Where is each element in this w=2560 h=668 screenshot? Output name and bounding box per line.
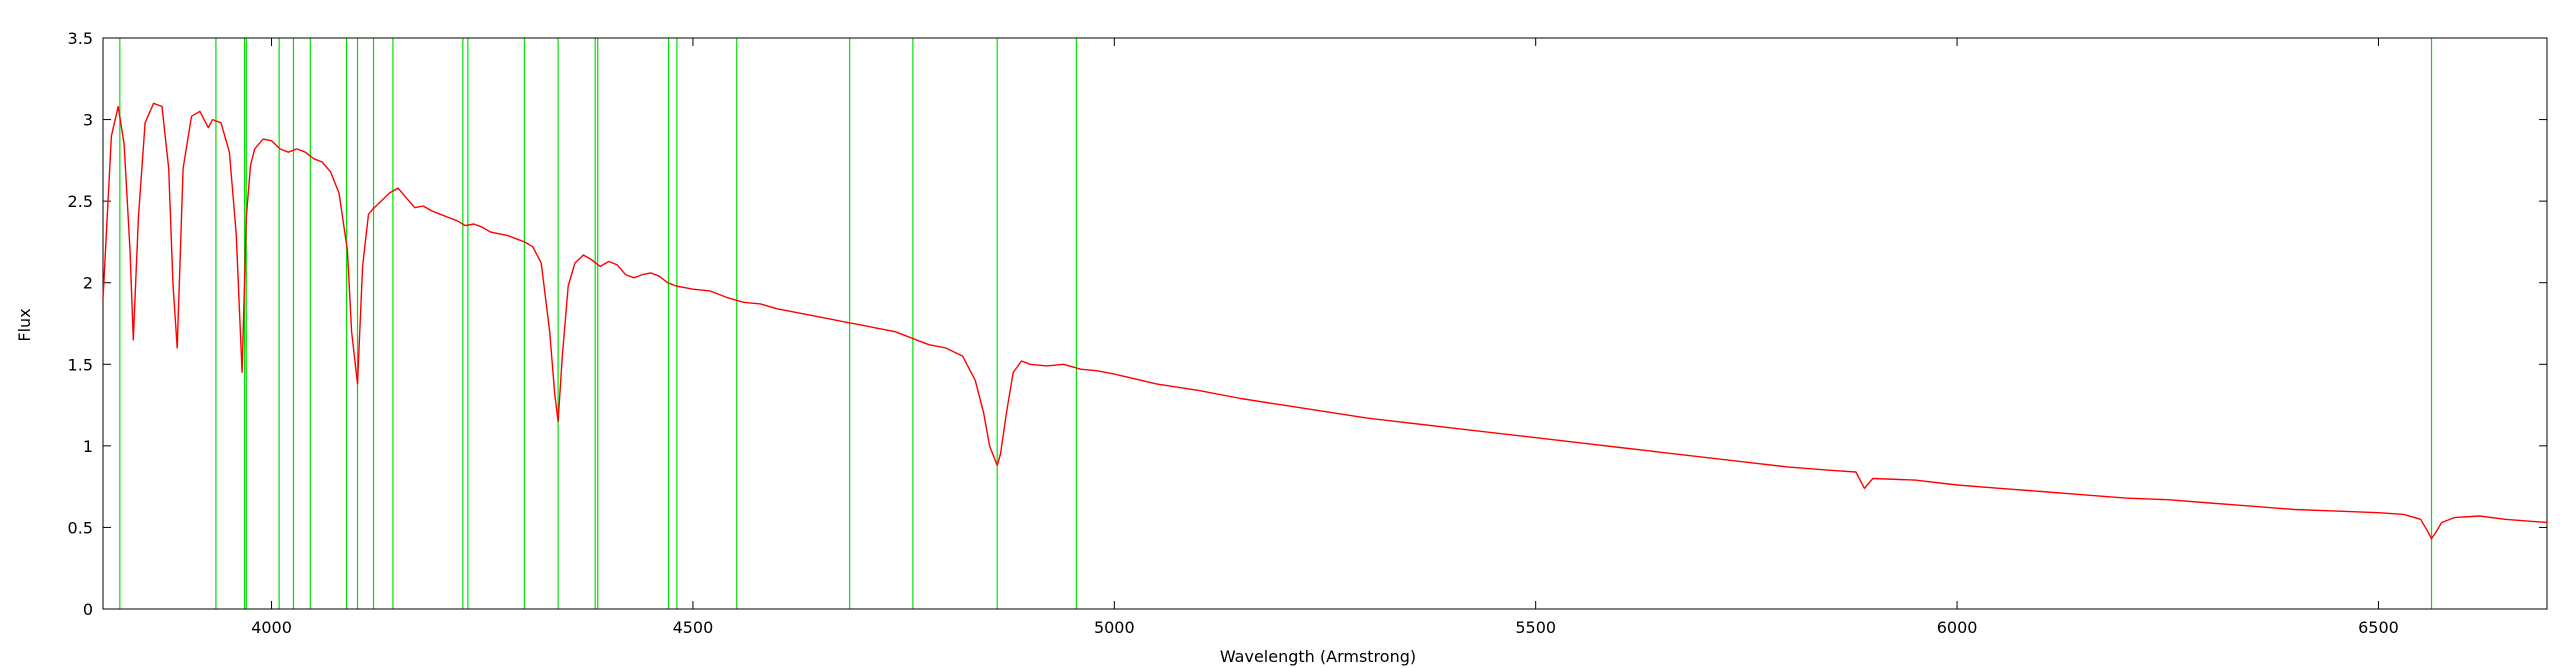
x-tick-label: 5000 xyxy=(1094,618,1135,637)
y-tick-label: 3 xyxy=(83,111,93,130)
plot-frame xyxy=(102,37,2548,610)
y-tick-label: 1 xyxy=(83,437,93,456)
x-tick-label: 6500 xyxy=(2358,618,2399,637)
x-axis-label: Wavelength (Armstrong) xyxy=(1220,647,1416,666)
y-tick-label: 1.5 xyxy=(68,355,93,374)
plot-area: 4000 4500 5000 5500 6000 6500 0 0.5 1 1.5 2 2.5 3 3.5 xyxy=(68,29,2548,637)
x-tick-label: 4000 xyxy=(251,618,292,637)
y-tick-label: 0.5 xyxy=(68,518,93,537)
y-tick-label: 0 xyxy=(83,600,93,619)
y-axis-label: Flux xyxy=(15,308,34,341)
y-tick-label: 2.5 xyxy=(68,192,93,211)
y-tick-label: 2 xyxy=(83,274,93,293)
x-tick-label: 5500 xyxy=(1515,618,1556,637)
x-tick-label: 6000 xyxy=(1937,618,1978,637)
flux-series-line xyxy=(102,102,2548,540)
x-tick-label: 4500 xyxy=(673,618,714,637)
y-tick-label: 3.5 xyxy=(68,29,93,48)
